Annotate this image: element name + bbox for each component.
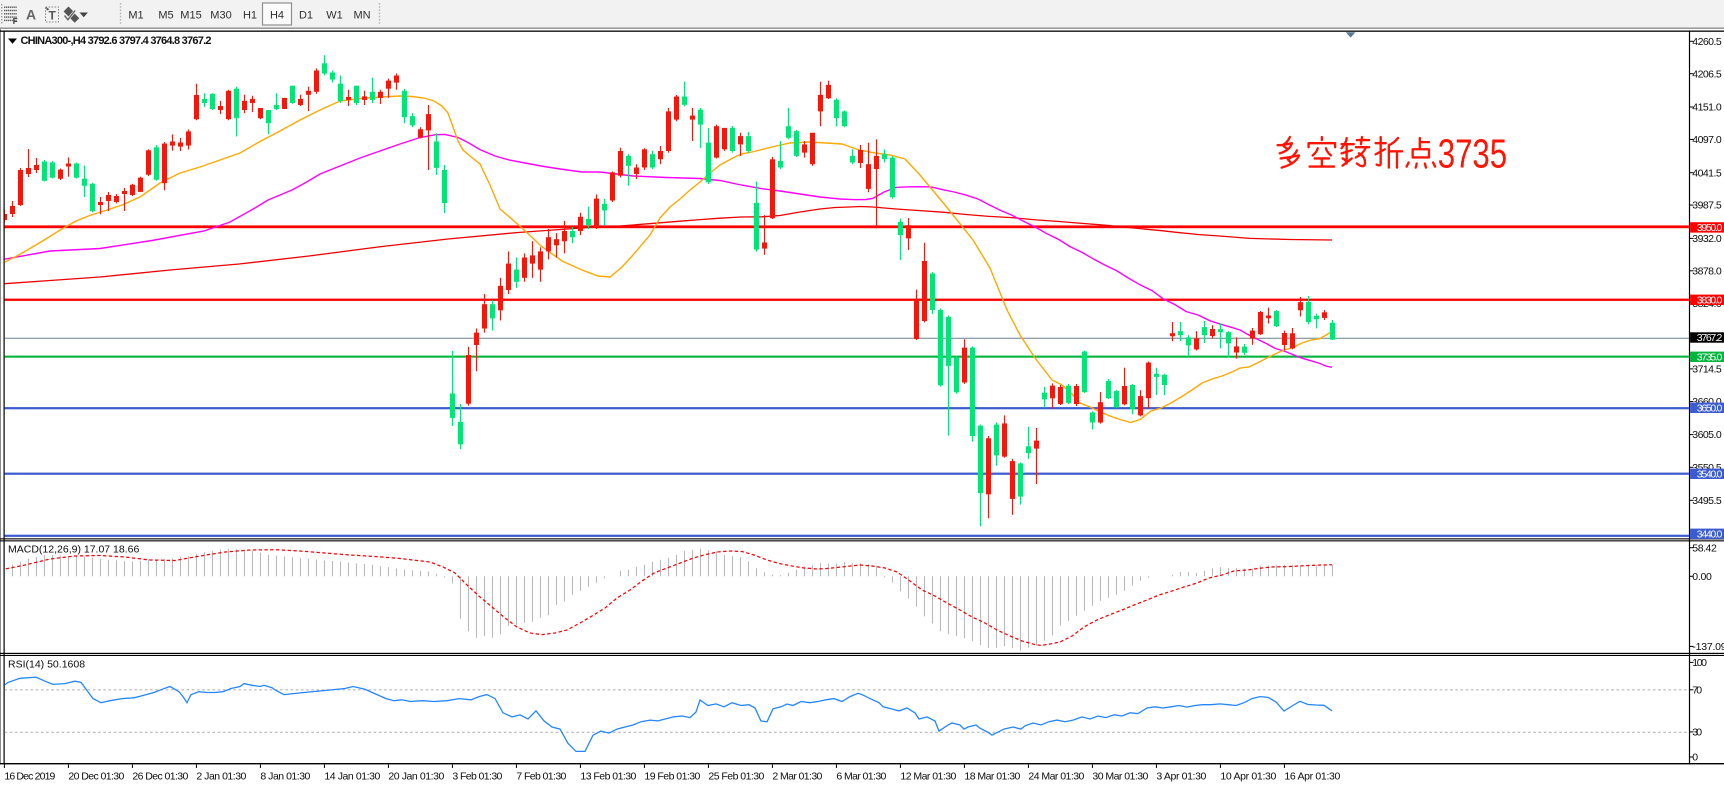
svg-text:M30: M30 <box>210 9 231 21</box>
svg-text:100: 100 <box>1692 657 1707 669</box>
svg-text:D1: D1 <box>299 9 313 21</box>
svg-text:12 Mar 01:30: 12 Mar 01:30 <box>900 771 956 783</box>
svg-text:3540.0: 3540.0 <box>1697 468 1723 480</box>
svg-text:2 Mar 01:30: 2 Mar 01:30 <box>772 771 822 783</box>
svg-text:3950.0: 3950.0 <box>1697 222 1723 234</box>
svg-text:18 Mar 01:30: 18 Mar 01:30 <box>964 771 1020 783</box>
svg-text:4041.5: 4041.5 <box>1692 167 1722 179</box>
svg-text:-137.09: -137.09 <box>1692 641 1724 653</box>
svg-text:0: 0 <box>1692 752 1698 764</box>
svg-text:A: A <box>26 7 36 23</box>
svg-text:13 Feb 01:30: 13 Feb 01:30 <box>580 771 636 783</box>
svg-text:T: T <box>49 9 57 23</box>
svg-text:25 Feb 01:30: 25 Feb 01:30 <box>708 771 764 783</box>
svg-text:30 Mar 01:30: 30 Mar 01:30 <box>1092 771 1148 783</box>
svg-text:H1: H1 <box>243 9 257 21</box>
svg-text:MN: MN <box>353 9 370 21</box>
svg-text:4260.5: 4260.5 <box>1692 36 1722 48</box>
svg-text:3 Apr 01:30: 3 Apr 01:30 <box>1156 771 1206 783</box>
svg-text:70: 70 <box>1692 684 1702 696</box>
svg-text:W1: W1 <box>326 9 343 21</box>
svg-text:3830.0: 3830.0 <box>1697 294 1723 306</box>
svg-text:3735.0: 3735.0 <box>1697 351 1723 363</box>
svg-text:24 Mar 01:30: 24 Mar 01:30 <box>1028 771 1084 783</box>
svg-text:3735: 3735 <box>1438 131 1508 177</box>
svg-text:10 Apr 01:30: 10 Apr 01:30 <box>1220 771 1276 783</box>
svg-text:H4: H4 <box>270 9 284 21</box>
svg-text:14 Jan 01:30: 14 Jan 01:30 <box>324 771 380 783</box>
svg-text:3605.0: 3605.0 <box>1692 429 1722 441</box>
svg-text:16 Dec 2019: 16 Dec 2019 <box>4 771 55 783</box>
svg-text:58.42: 58.42 <box>1692 542 1717 554</box>
svg-text:4151.0: 4151.0 <box>1692 102 1722 114</box>
svg-text:3650.0: 3650.0 <box>1697 402 1723 414</box>
svg-text:6 Mar 01:30: 6 Mar 01:30 <box>836 771 886 783</box>
svg-text:3767.2: 3767.2 <box>1697 332 1723 344</box>
svg-text:20 Jan 01:30: 20 Jan 01:30 <box>388 771 444 783</box>
svg-text:MACD(12,26,9) 17.07 18.66: MACD(12,26,9) 17.07 18.66 <box>8 544 139 556</box>
svg-text:2 Jan 01:30: 2 Jan 01:30 <box>196 771 246 783</box>
svg-text:M5: M5 <box>158 9 173 21</box>
svg-text:4097.0: 4097.0 <box>1692 134 1722 146</box>
svg-text:3 Feb 01:30: 3 Feb 01:30 <box>452 771 502 783</box>
svg-text:0.00: 0.00 <box>1692 571 1712 583</box>
svg-text:CHINA300-,H4 3792.6 3797.4 37: CHINA300-,H4 3792.6 3797.4 3764.8 3767.2 <box>21 35 212 47</box>
svg-text:3987.5: 3987.5 <box>1692 200 1722 212</box>
svg-text:7 Feb 01:30: 7 Feb 01:30 <box>516 771 566 783</box>
svg-text:4206.5: 4206.5 <box>1692 68 1722 80</box>
svg-text:M15: M15 <box>180 9 201 21</box>
svg-text:20 Dec 01:30: 20 Dec 01:30 <box>68 771 124 783</box>
svg-text:3932.0: 3932.0 <box>1692 233 1722 245</box>
svg-text:8 Jan 01:30: 8 Jan 01:30 <box>260 771 310 783</box>
svg-text:M1: M1 <box>128 9 143 21</box>
svg-text:19 Feb 01:30: 19 Feb 01:30 <box>644 771 700 783</box>
svg-text:30: 30 <box>1692 727 1702 739</box>
svg-text:3440.0: 3440.0 <box>1697 528 1723 540</box>
svg-text:RSI(14) 50.1608: RSI(14) 50.1608 <box>8 659 85 671</box>
svg-text:3495.5: 3495.5 <box>1692 495 1722 507</box>
svg-text:F: F <box>13 17 18 26</box>
svg-text:3714.5: 3714.5 <box>1692 364 1722 376</box>
svg-text:3878.0: 3878.0 <box>1692 265 1722 277</box>
svg-text:26 Dec 01:30: 26 Dec 01:30 <box>132 771 188 783</box>
svg-text:16 Apr 01:30: 16 Apr 01:30 <box>1284 771 1340 783</box>
